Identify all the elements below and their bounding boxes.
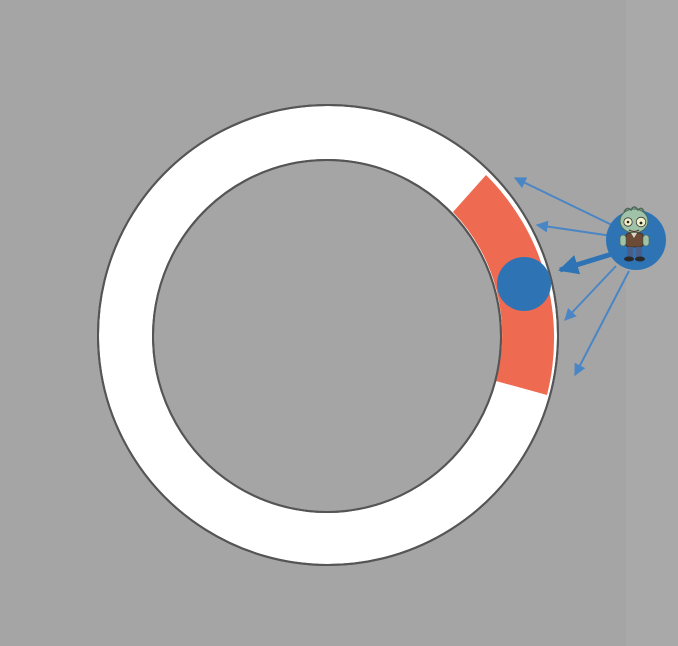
player-marker [497, 257, 551, 311]
arrow-2 [535, 220, 613, 237]
zombie-character-icon [619, 206, 650, 262]
ring-inner-outline [152, 159, 502, 513]
arrow-5 [574, 270, 630, 377]
arrow-4 [564, 265, 617, 321]
ring-outer-outline [97, 104, 559, 566]
arrow-1 [513, 177, 613, 226]
ring-track [97, 104, 559, 566]
zombie-badge [606, 206, 666, 270]
zombie-arrows [513, 177, 630, 377]
arrow-3-main [558, 251, 613, 275]
right-edge-strip [626, 0, 678, 646]
